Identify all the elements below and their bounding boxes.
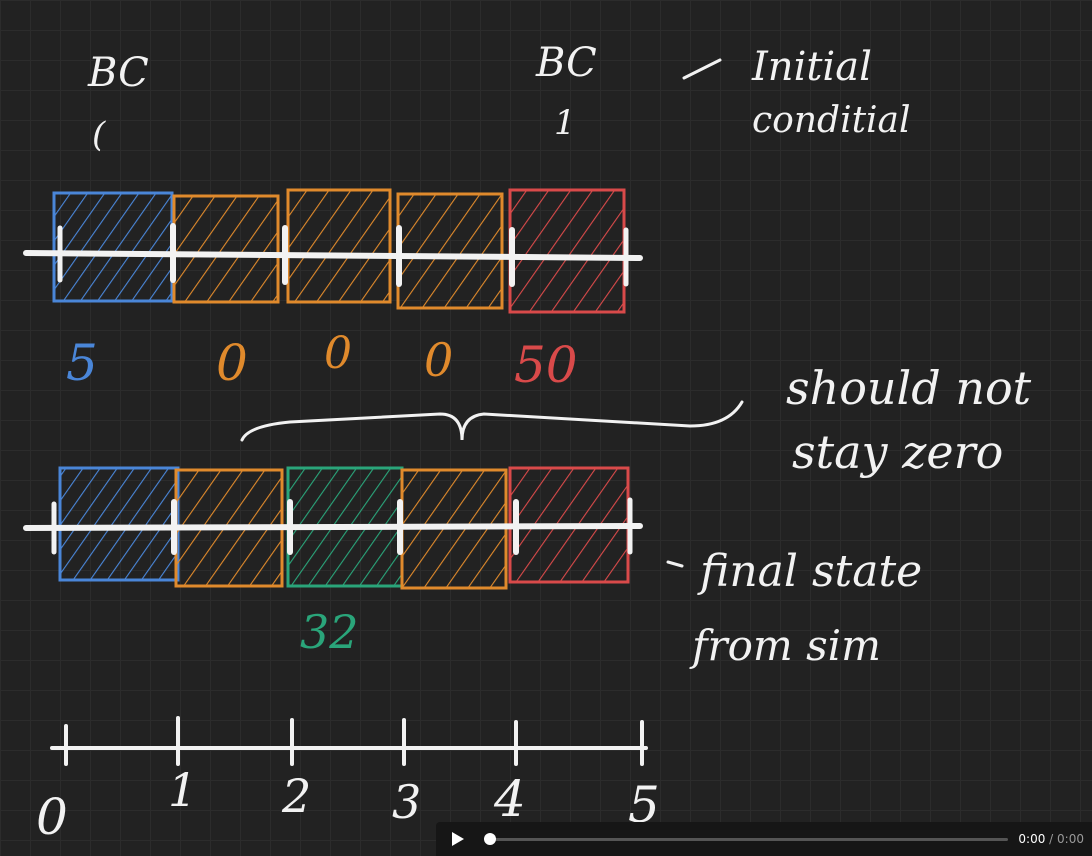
brace-stroke	[240, 400, 744, 442]
axis-tick-2: 2	[281, 769, 311, 823]
initial-pointer-stroke	[682, 58, 722, 80]
progress-track[interactable]	[488, 838, 1008, 841]
duration: 0:00	[1057, 832, 1084, 846]
initial-value-2: 0	[324, 328, 352, 379]
final-note-line1: final state	[697, 546, 922, 597]
initial-value-4: 50	[514, 336, 578, 394]
initial-cells	[52, 188, 626, 314]
play-icon[interactable]	[452, 832, 464, 846]
initial-label-line1: Initial	[751, 44, 872, 90]
time-readout: 0:00 / 0:00	[1018, 832, 1084, 846]
axis-tick-1: 1	[168, 763, 197, 817]
cell-initial-2	[286, 188, 392, 304]
cell-initial-0	[52, 191, 174, 303]
final-pointer-stroke	[666, 560, 684, 568]
cell-final-0	[58, 466, 180, 582]
x-axis	[50, 716, 648, 766]
initial-value-0: 5	[66, 334, 98, 392]
final-grid-line	[23, 497, 643, 555]
bc-right-label: BC	[535, 40, 597, 86]
cell-initial-3	[396, 192, 504, 310]
time-separator: /	[1049, 832, 1054, 846]
initial-value-3: 0	[424, 333, 453, 387]
bc-left-value: (	[92, 115, 106, 155]
cell-initial-4	[508, 188, 626, 314]
note-line2: stay zero	[792, 425, 1003, 479]
cell-initial-1	[172, 194, 280, 304]
audio-player: 0:00 / 0:00	[436, 822, 1092, 856]
progress-handle[interactable]	[484, 833, 496, 845]
final-value-middle: 32	[300, 605, 359, 659]
bc-right-value: 1	[554, 103, 576, 143]
initial-value-1: 0	[216, 334, 248, 392]
bc-left-label: BC	[87, 50, 149, 96]
initial-label-line2: conditial	[752, 100, 911, 141]
final-note-line2: from sim	[689, 621, 881, 670]
axis-tick-3: 3	[392, 775, 421, 829]
initial-grid-line	[23, 223, 643, 287]
note-line1: should not	[786, 361, 1032, 415]
current-time: 0:00	[1018, 832, 1046, 846]
axis-tick-0: 0	[36, 788, 68, 846]
axis-tick-4: 4	[493, 770, 526, 828]
